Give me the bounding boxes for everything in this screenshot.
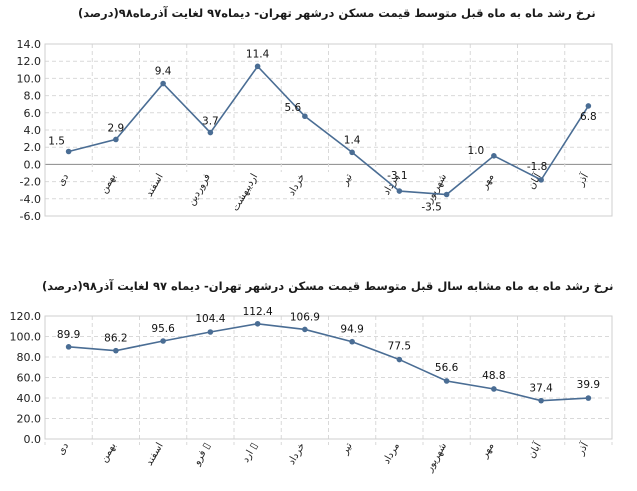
y-tick-label: -2.0: [20, 176, 41, 189]
data-point: [254, 63, 261, 70]
y-tick-label: -6.0: [20, 210, 41, 223]
data-point: [538, 397, 544, 404]
data-label: 112.4: [243, 306, 273, 318]
data-label: 89.9: [57, 329, 80, 341]
data-point: [113, 136, 119, 143]
x-tick-label: آذر: [573, 170, 591, 189]
series-line: [68, 65, 590, 196]
data-point: [160, 80, 166, 87]
y-tick-label: -4.0: [20, 193, 41, 206]
x-tick-label: اسفند: [144, 172, 166, 199]
data-point: [443, 191, 450, 198]
y-tick-label: 80.0: [17, 351, 42, 364]
data-point: [113, 347, 119, 354]
x-tick-label: خرداد: [286, 172, 307, 198]
y-tick-label: 2.0: [24, 141, 42, 154]
x-tick-label: بهمن: [99, 172, 119, 196]
data-point: [491, 153, 497, 159]
data-label: 104.4: [195, 313, 225, 325]
data-label: 2.9: [108, 122, 125, 134]
x-tick-label: خرداد: [286, 441, 307, 467]
y-tick-label: 12.0: [17, 55, 42, 68]
data-point: [396, 188, 403, 194]
data-label: 11.4: [246, 48, 270, 60]
data-point: [396, 356, 403, 363]
data-point: [585, 395, 592, 401]
y-tick-label: 0.0: [24, 158, 42, 171]
data-label: 1.0: [468, 145, 485, 157]
x-tick-label: شهریور: [424, 172, 450, 205]
data-point: [65, 344, 72, 350]
x-tick-label: آذر: [573, 439, 591, 458]
data-point: [491, 386, 497, 392]
chart-1-month-over-month: 14.0 12.0 10.0 8.0 6.0 4.0 2.0 0.0 -2.0 -4.0 -6.0 د…: [17, 38, 613, 223]
data-label: -3.5: [421, 202, 442, 214]
y-tick-label: 40.0: [17, 392, 42, 405]
chart-2-title: نرخ رشد ماه به ماه مشابه سال قبل متوسط ق…: [42, 279, 614, 293]
data-point: [160, 338, 166, 344]
data-label: 56.6: [435, 362, 459, 374]
y-tick-label: 20.0: [17, 413, 42, 426]
data-label: 1.4: [344, 134, 361, 146]
data-label: 95.6: [151, 323, 175, 335]
data-label: 9.4: [155, 66, 172, 78]
x-tick-label: فروردین: [186, 172, 213, 208]
data-label: 86.2: [104, 333, 127, 345]
x-tick-label: آبان: [524, 439, 544, 460]
x-tick-label: شهریور: [424, 441, 450, 474]
x-tick-label: تیر: [339, 441, 355, 457]
data-label: -3.1: [387, 170, 408, 182]
x-tick-label: مهر: [479, 172, 497, 192]
data-point: [65, 148, 72, 155]
data-label: 77.5: [388, 341, 411, 353]
data-point: [207, 129, 214, 136]
y-tick-label: 120.0: [10, 310, 42, 323]
data-label: -1.8: [527, 161, 548, 173]
data-label: 1.5: [48, 136, 65, 148]
data-point: [349, 338, 355, 345]
data-point: [349, 149, 355, 156]
x-tick-label: ارد ▯: [240, 441, 260, 464]
x-tick-label: بهمن: [99, 441, 119, 465]
data-point: [254, 320, 261, 327]
data-label: 94.9: [340, 324, 363, 336]
chart-1-title: نرخ رشد ماه به ماه قبل متوسط قیمت مسکن د…: [78, 6, 596, 20]
data-label: 5.6: [285, 102, 302, 114]
y-tick-label: 6.0: [24, 107, 42, 120]
x-tick-label: اردیبهشت: [230, 172, 260, 213]
x-tick-label: مرداد: [381, 441, 402, 466]
y-tick-label: 0.0: [24, 433, 42, 446]
data-point: [302, 326, 308, 333]
x-tick-label: اسفند: [144, 441, 166, 468]
data-point: [585, 103, 592, 109]
y-tick-label: 8.0: [24, 90, 42, 103]
plot-frame: [44, 315, 613, 440]
chart-2-year-over-year: 120.0 100.0 80.0 60.0 40.0 20.0 0.0 دی بهمن اسفند…: [10, 306, 613, 474]
x-tick-label: دی: [56, 172, 72, 188]
data-point: [443, 378, 450, 384]
series-line: [68, 322, 589, 402]
data-label: 3.7: [202, 116, 219, 128]
x-tick-label: مهر: [479, 441, 497, 461]
data-point: [302, 113, 308, 120]
y-tick-label: 100.0: [10, 331, 42, 344]
y-tick-label: 10.0: [17, 72, 42, 85]
data-point: [538, 177, 544, 183]
data-label: 106.9: [290, 311, 320, 323]
data-label: 39.9: [577, 379, 600, 391]
y-tick-label: 60.0: [17, 372, 42, 385]
data-label: 6.8: [580, 111, 597, 123]
data-point: [207, 329, 214, 335]
x-tick-label: فرو ▯: [191, 441, 213, 468]
plot-frame: [44, 43, 613, 217]
x-tick-label: تیر: [339, 172, 355, 188]
y-tick-label: 4.0: [24, 124, 42, 137]
x-tick-label: دی: [56, 441, 72, 457]
data-label: 37.4: [529, 383, 553, 395]
data-label: 48.8: [482, 370, 505, 382]
y-tick-label: 14.0: [17, 38, 42, 51]
